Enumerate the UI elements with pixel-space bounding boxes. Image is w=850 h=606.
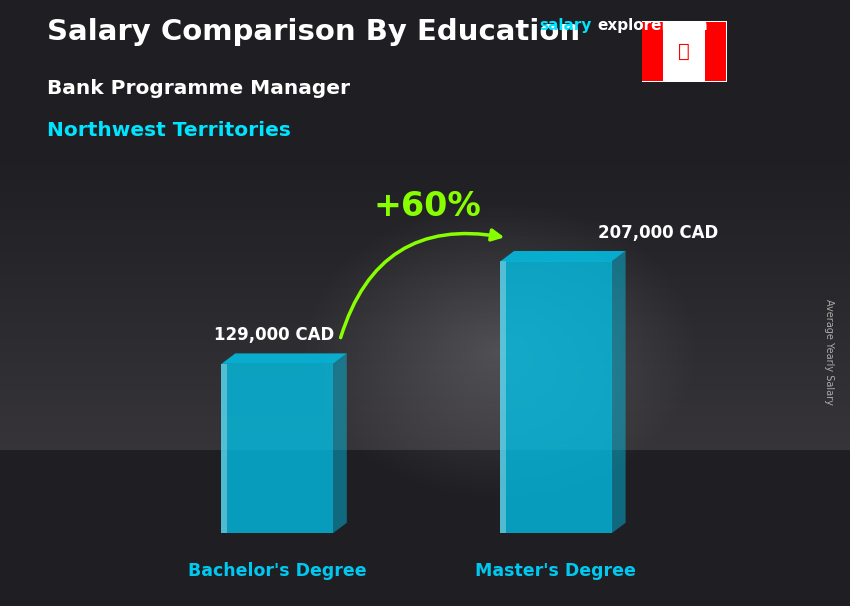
- Text: Average Yearly Salary: Average Yearly Salary: [824, 299, 834, 404]
- Text: Salary Comparison By Education: Salary Comparison By Education: [47, 18, 580, 46]
- Text: 🍁: 🍁: [678, 42, 690, 61]
- Text: Bank Programme Manager: Bank Programme Manager: [47, 79, 349, 98]
- Bar: [500, 261, 506, 533]
- Text: salary: salary: [540, 18, 592, 33]
- Bar: [221, 364, 227, 533]
- Polygon shape: [500, 251, 626, 261]
- Bar: [221, 364, 333, 533]
- Text: 129,000 CAD: 129,000 CAD: [214, 326, 335, 344]
- Polygon shape: [221, 353, 347, 364]
- Bar: [643, 22, 663, 81]
- Text: Bachelor's Degree: Bachelor's Degree: [188, 562, 366, 580]
- Bar: [706, 22, 726, 81]
- Polygon shape: [612, 251, 626, 533]
- FancyBboxPatch shape: [641, 21, 728, 83]
- Bar: [500, 261, 612, 533]
- Text: +60%: +60%: [373, 190, 481, 223]
- Text: Northwest Territories: Northwest Territories: [47, 121, 291, 140]
- Text: Master's Degree: Master's Degree: [475, 562, 637, 580]
- Text: explorer.com: explorer.com: [598, 18, 708, 33]
- Polygon shape: [333, 353, 347, 533]
- Text: 207,000 CAD: 207,000 CAD: [598, 224, 718, 242]
